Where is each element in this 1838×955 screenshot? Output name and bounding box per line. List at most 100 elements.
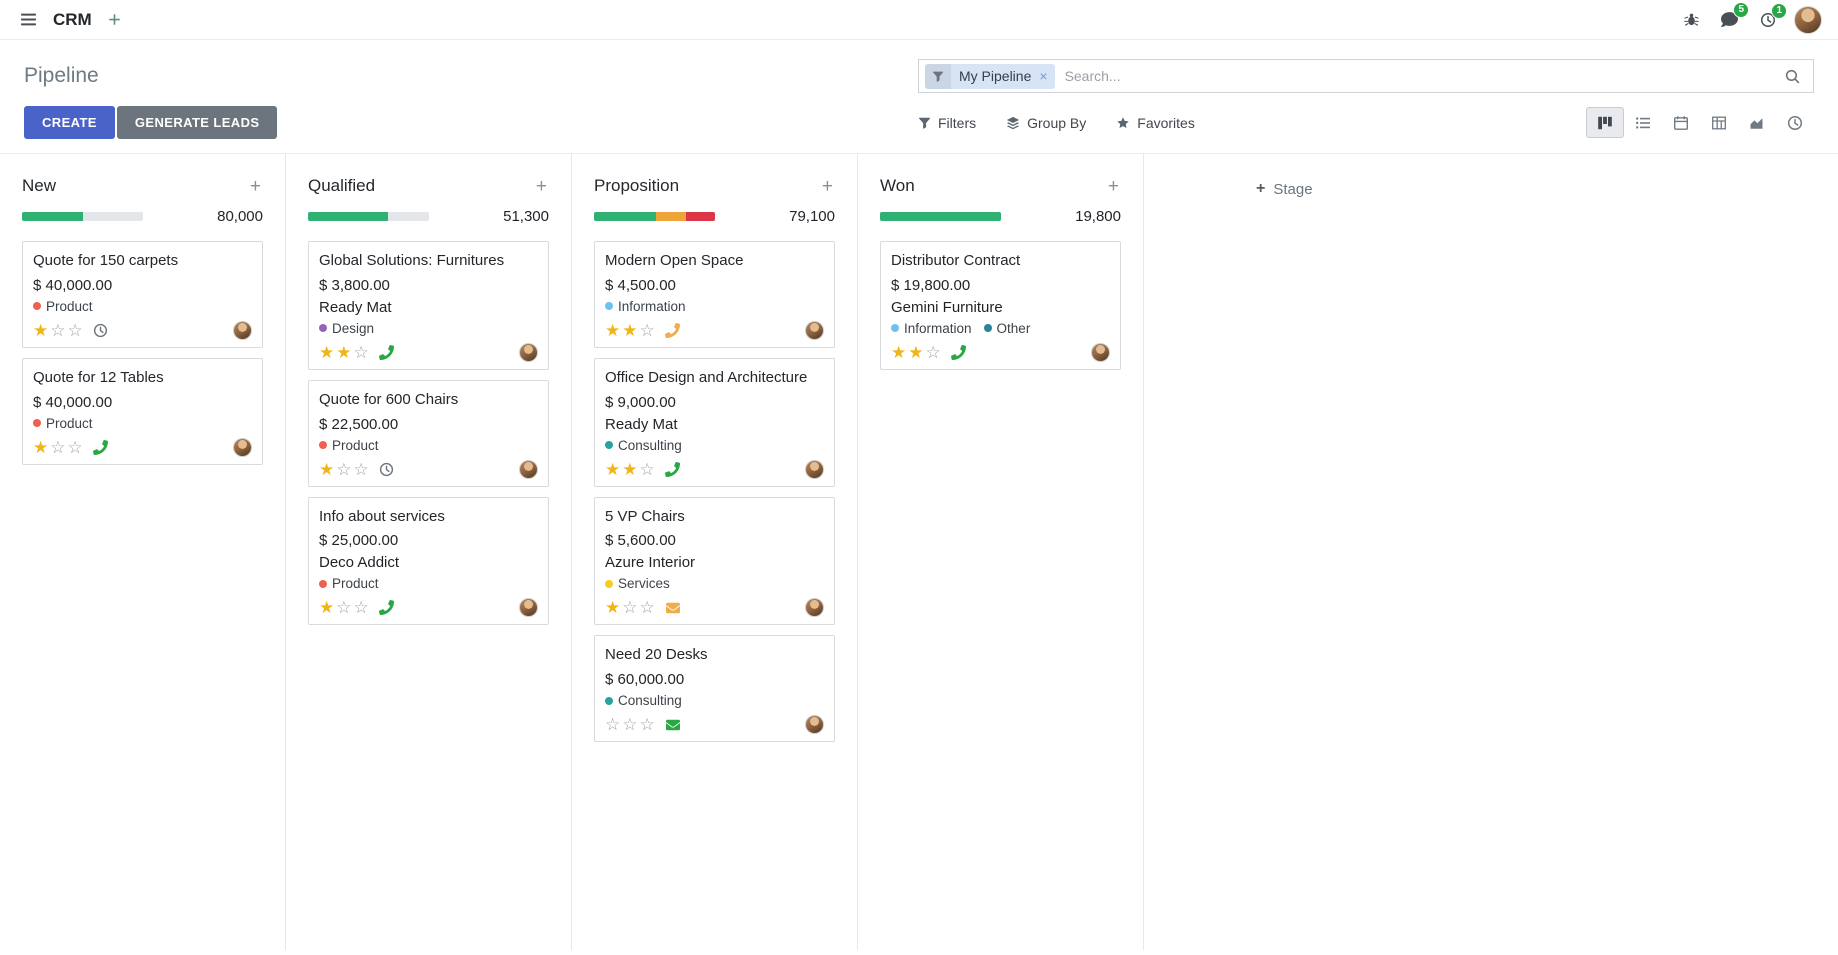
- activity-clock-icon[interactable]: [93, 323, 108, 338]
- view-graph-button[interactable]: [1738, 107, 1776, 138]
- remove-facet-button[interactable]: ×: [1039, 69, 1054, 83]
- priority-star[interactable]: ☆: [353, 342, 369, 362]
- priority-star[interactable]: ☆: [50, 320, 66, 340]
- priority-star[interactable]: ☆: [67, 320, 83, 340]
- priority-star[interactable]: ★: [319, 598, 335, 618]
- activity-phone-icon[interactable]: [664, 322, 680, 338]
- priority-star[interactable]: ★: [622, 320, 638, 340]
- column-progressbar[interactable]: [594, 212, 715, 221]
- priority-star[interactable]: ☆: [336, 459, 352, 479]
- salesperson-avatar[interactable]: [805, 715, 824, 734]
- favorites-button[interactable]: Favorites: [1116, 115, 1195, 131]
- column-quick-add-button[interactable]: +: [1107, 175, 1119, 197]
- activity-phone-icon[interactable]: [950, 344, 966, 360]
- salesperson-avatar[interactable]: [233, 320, 252, 340]
- kanban-card[interactable]: Quote for 150 carpets $ 40,000.00 Product ★…: [22, 241, 263, 348]
- priority-star[interactable]: ☆: [925, 342, 941, 362]
- priority-star[interactable]: ☆: [639, 598, 655, 618]
- activities-button[interactable]: 1: [1756, 2, 1787, 32]
- group-by-button[interactable]: Group By: [1006, 115, 1086, 131]
- priority-star[interactable]: ★: [319, 342, 335, 362]
- kanban-card[interactable]: Global Solutions: Furnitures $ 3,800.00 Re…: [308, 241, 549, 370]
- debug-button[interactable]: [1680, 8, 1703, 31]
- priority-star[interactable]: ★: [319, 459, 335, 479]
- priority-star[interactable]: ☆: [67, 437, 83, 457]
- activity-phone-icon[interactable]: [92, 439, 108, 455]
- column-progressbar[interactable]: [22, 212, 143, 221]
- column-quick-add-button[interactable]: +: [821, 175, 833, 197]
- column-quick-add-button[interactable]: +: [249, 175, 261, 197]
- search-icon[interactable]: [1780, 66, 1805, 87]
- apps-menu-button[interactable]: [16, 7, 41, 32]
- kanban-card[interactable]: Quote for 600 Chairs $ 22,500.00 Product ★ ☆…: [308, 379, 549, 487]
- priority-star[interactable]: ☆: [622, 598, 638, 618]
- salesperson-avatar[interactable]: [519, 459, 538, 479]
- column-quick-add-button[interactable]: +: [535, 175, 547, 197]
- priority-star[interactable]: ★: [33, 437, 49, 457]
- priority-star[interactable]: ★: [33, 320, 49, 340]
- salesperson-avatar[interactable]: [519, 342, 538, 362]
- activity-phone-icon[interactable]: [664, 461, 680, 477]
- card-tag: Services: [605, 576, 670, 591]
- salesperson-avatar[interactable]: [805, 459, 824, 479]
- card-amount: $ 4,500.00: [605, 276, 676, 294]
- kanban-card[interactable]: 5 VP Chairs $ 5,600.00 Azure Interior Servi…: [594, 496, 835, 626]
- priority-star[interactable]: ★: [908, 342, 924, 362]
- column-progressbar[interactable]: [308, 212, 429, 221]
- card-tags: Consulting: [605, 438, 824, 453]
- activity-mail-icon[interactable]: [665, 718, 681, 732]
- tag-label: Consulting: [618, 437, 682, 453]
- priority-star[interactable]: ★: [605, 598, 621, 618]
- add-stage-button[interactable]: + Stage: [1256, 180, 1313, 198]
- card-amount: $ 40,000.00: [33, 393, 113, 411]
- generate-leads-button[interactable]: GENERATE LEADS: [116, 106, 278, 139]
- activity-mail-icon[interactable]: [665, 601, 681, 615]
- view-activity-button[interactable]: [1776, 107, 1814, 138]
- priority-star[interactable]: ☆: [353, 598, 369, 618]
- kanban-card[interactable]: Office Design and Architecture $ 9,000.00…: [594, 357, 835, 487]
- filters-button[interactable]: Filters: [918, 115, 976, 131]
- priority-star[interactable]: ☆: [622, 715, 638, 734]
- view-pivot-button[interactable]: [1700, 107, 1738, 138]
- tag-label: Design: [332, 320, 375, 336]
- priority-star[interactable]: ☆: [639, 715, 655, 734]
- salesperson-avatar[interactable]: [805, 598, 824, 618]
- new-tab-plus-button[interactable]: [104, 9, 125, 30]
- salesperson-avatar[interactable]: [233, 437, 252, 457]
- priority-star[interactable]: ★: [336, 342, 352, 362]
- app-name-link[interactable]: CRM: [53, 9, 92, 29]
- user-avatar[interactable]: [1794, 5, 1822, 34]
- salesperson-avatar[interactable]: [519, 598, 538, 618]
- search-bar[interactable]: My Pipeline ×: [918, 59, 1814, 93]
- view-list-button[interactable]: [1624, 107, 1662, 138]
- priority-star[interactable]: ☆: [336, 598, 352, 618]
- view-calendar-button[interactable]: [1662, 107, 1700, 138]
- column-progressbar[interactable]: [880, 212, 1001, 221]
- salesperson-avatar[interactable]: [1091, 342, 1110, 362]
- view-kanban-button[interactable]: [1586, 107, 1624, 138]
- card-title: Global Solutions: Furnitures: [319, 252, 505, 269]
- kanban-card[interactable]: Need 20 Desks $ 60,000.00 Consulting ☆ ☆ ☆: [594, 635, 835, 742]
- priority-star[interactable]: ★: [605, 459, 621, 479]
- priority-star[interactable]: ☆: [50, 437, 66, 457]
- search-facet[interactable]: My Pipeline ×: [925, 63, 1055, 89]
- priority-star[interactable]: ☆: [639, 459, 655, 479]
- priority-star[interactable]: ☆: [605, 715, 621, 734]
- priority-star[interactable]: ☆: [353, 459, 369, 479]
- salesperson-avatar[interactable]: [805, 320, 824, 340]
- activity-clock-icon[interactable]: [379, 462, 394, 477]
- messages-button[interactable]: 5: [1717, 2, 1749, 32]
- priority-star[interactable]: ☆: [639, 320, 655, 340]
- activity-phone-icon[interactable]: [378, 600, 394, 616]
- priority-star[interactable]: ★: [622, 459, 638, 479]
- activity-phone-icon[interactable]: [378, 344, 394, 360]
- tag-color-dot: [33, 419, 41, 427]
- priority-star[interactable]: ★: [605, 320, 621, 340]
- kanban-card[interactable]: Info about services $ 25,000.00 Deco Addic…: [308, 496, 549, 626]
- create-button[interactable]: CREATE: [24, 106, 115, 139]
- priority-star[interactable]: ★: [891, 342, 907, 362]
- kanban-card[interactable]: Quote for 12 Tables $ 40,000.00 Product ★ ☆ ☆: [22, 357, 263, 465]
- kanban-card[interactable]: Modern Open Space $ 4,500.00 Information ★ ★…: [594, 241, 835, 348]
- search-input[interactable]: [1064, 68, 1780, 84]
- kanban-card[interactable]: Distributor Contract $ 19,800.00 Gemini Fu…: [880, 241, 1121, 370]
